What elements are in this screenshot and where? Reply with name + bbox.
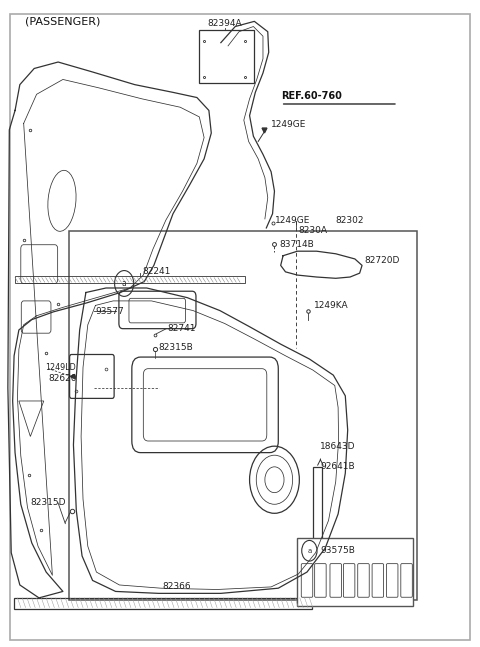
Text: a: a (122, 279, 127, 288)
Text: 93575B: 93575B (320, 546, 355, 555)
Text: 82741: 82741 (167, 324, 196, 333)
Text: 93577: 93577 (95, 307, 124, 316)
Text: (PASSENGER): (PASSENGER) (24, 17, 100, 27)
Text: 82315D: 82315D (30, 498, 66, 507)
Text: 18643D: 18643D (321, 442, 356, 451)
Text: 82394A: 82394A (207, 19, 242, 28)
Text: 1249LD: 1249LD (45, 363, 75, 372)
Text: 8230A: 8230A (299, 226, 327, 235)
Text: 82366: 82366 (163, 582, 191, 591)
Text: 1249GE: 1249GE (271, 120, 307, 129)
Text: 82302: 82302 (336, 215, 364, 225)
Text: 82720D: 82720D (364, 256, 400, 265)
Text: 82241: 82241 (142, 267, 170, 276)
Text: 1249KA: 1249KA (314, 301, 349, 310)
Text: 92641B: 92641B (321, 463, 355, 471)
Text: 82315B: 82315B (158, 343, 193, 352)
Text: 83714B: 83714B (279, 239, 314, 248)
Text: a: a (307, 548, 312, 554)
Text: 82620: 82620 (48, 374, 77, 383)
FancyBboxPatch shape (10, 14, 470, 640)
Text: REF.60-760: REF.60-760 (281, 91, 342, 101)
Text: 1249GE: 1249GE (275, 215, 310, 225)
FancyBboxPatch shape (298, 538, 413, 606)
